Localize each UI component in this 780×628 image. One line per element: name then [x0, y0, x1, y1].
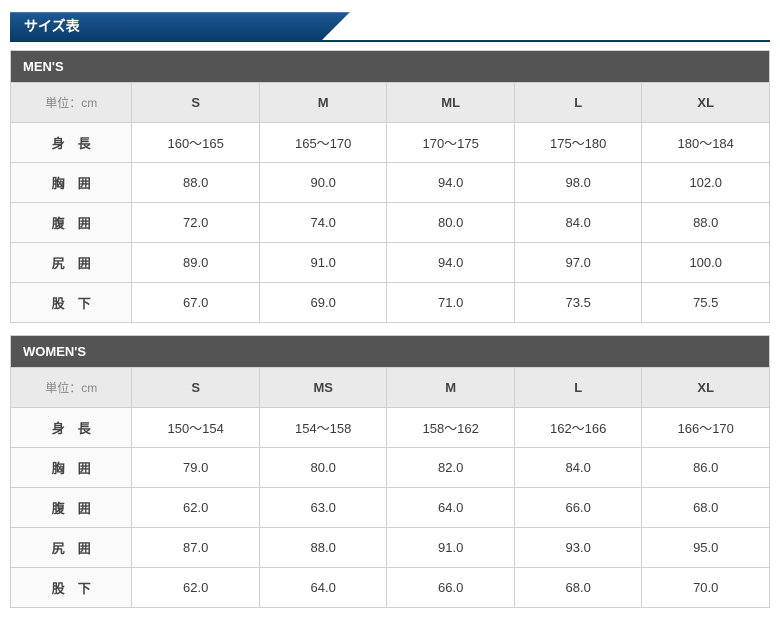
table-cell: 79.0 — [132, 448, 260, 488]
mens-section-title: MEN'S — [10, 50, 770, 82]
col-header: XL — [642, 83, 770, 123]
table-cell: 66.0 — [514, 488, 642, 528]
table-cell: 165～170 — [259, 123, 387, 163]
table-cell: 94.0 — [387, 243, 515, 283]
col-header: XL — [642, 368, 770, 408]
table-cell: 180～184 — [642, 123, 770, 163]
table-cell: 69.0 — [259, 283, 387, 323]
table-cell: 154～158 — [259, 408, 387, 448]
table-row: 胸囲79.080.082.084.086.0 — [11, 448, 770, 488]
table-cell: 82.0 — [387, 448, 515, 488]
womens-section-title: WOMEN'S — [10, 335, 770, 367]
mens-table-body: 身長160～165165～170170～175175～180180～184胸囲8… — [11, 123, 770, 323]
table-cell: 70.0 — [642, 568, 770, 608]
row-label: 身長 — [11, 408, 132, 448]
table-cell: 158～162 — [387, 408, 515, 448]
page-title: サイズ表 — [10, 12, 350, 40]
table-row: 股下62.064.066.068.070.0 — [11, 568, 770, 608]
table-cell: 80.0 — [387, 203, 515, 243]
mens-size-table: 単位：cm S M ML L XL 身長160～165165～170170～17… — [10, 82, 770, 323]
header-underline — [10, 40, 770, 42]
table-cell: 64.0 — [387, 488, 515, 528]
table-cell: 89.0 — [132, 243, 260, 283]
row-label: 尻囲 — [11, 528, 132, 568]
col-header: M — [387, 368, 515, 408]
table-header-row: 単位：cm S MS M L XL — [11, 368, 770, 408]
row-label: 腹囲 — [11, 203, 132, 243]
table-cell: 80.0 — [259, 448, 387, 488]
table-row: 身長150～154154～158158～162162～166166～170 — [11, 408, 770, 448]
col-header: L — [514, 368, 642, 408]
table-row: 身長160～165165～170170～175175～180180～184 — [11, 123, 770, 163]
table-cell: 162～166 — [514, 408, 642, 448]
table-cell: 97.0 — [514, 243, 642, 283]
table-cell: 170～175 — [387, 123, 515, 163]
col-header: MS — [259, 368, 387, 408]
table-cell: 91.0 — [387, 528, 515, 568]
table-cell: 88.0 — [642, 203, 770, 243]
table-cell: 150～154 — [132, 408, 260, 448]
table-cell: 88.0 — [259, 528, 387, 568]
table-row: 尻囲89.091.094.097.0100.0 — [11, 243, 770, 283]
table-cell: 166～170 — [642, 408, 770, 448]
page-header: サイズ表 — [10, 12, 770, 44]
table-row: 尻囲87.088.091.093.095.0 — [11, 528, 770, 568]
table-cell: 73.5 — [514, 283, 642, 323]
table-cell: 160～165 — [132, 123, 260, 163]
table-cell: 84.0 — [514, 448, 642, 488]
table-cell: 86.0 — [642, 448, 770, 488]
table-cell: 93.0 — [514, 528, 642, 568]
table-row: 股下67.069.071.073.575.5 — [11, 283, 770, 323]
table-cell: 90.0 — [259, 163, 387, 203]
col-header: S — [132, 83, 260, 123]
col-header: L — [514, 83, 642, 123]
unit-label: 単位：cm — [11, 368, 132, 408]
table-header-row: 単位：cm S M ML L XL — [11, 83, 770, 123]
table-cell: 75.5 — [642, 283, 770, 323]
table-cell: 91.0 — [259, 243, 387, 283]
table-cell: 95.0 — [642, 528, 770, 568]
col-header: M — [259, 83, 387, 123]
row-label: 身長 — [11, 123, 132, 163]
col-header: ML — [387, 83, 515, 123]
table-cell: 68.0 — [514, 568, 642, 608]
table-cell: 67.0 — [132, 283, 260, 323]
table-row: 腹囲72.074.080.084.088.0 — [11, 203, 770, 243]
table-cell: 102.0 — [642, 163, 770, 203]
table-cell: 66.0 — [387, 568, 515, 608]
row-label: 胸囲 — [11, 448, 132, 488]
unit-label: 単位：cm — [11, 83, 132, 123]
table-cell: 94.0 — [387, 163, 515, 203]
table-cell: 72.0 — [132, 203, 260, 243]
row-label: 尻囲 — [11, 243, 132, 283]
row-label: 胸囲 — [11, 163, 132, 203]
table-cell: 71.0 — [387, 283, 515, 323]
size-chart-container: サイズ表 MEN'S 単位：cm S M ML L XL 身長160～16516… — [0, 0, 780, 628]
table-cell: 87.0 — [132, 528, 260, 568]
row-label: 股下 — [11, 568, 132, 608]
womens-table-body: 身長150～154154～158158～162162～166166～170胸囲7… — [11, 408, 770, 608]
table-cell: 63.0 — [259, 488, 387, 528]
table-cell: 68.0 — [642, 488, 770, 528]
table-row: 胸囲88.090.094.098.0102.0 — [11, 163, 770, 203]
table-cell: 62.0 — [132, 488, 260, 528]
table-cell: 62.0 — [132, 568, 260, 608]
table-cell: 100.0 — [642, 243, 770, 283]
row-label: 股下 — [11, 283, 132, 323]
row-label: 腹囲 — [11, 488, 132, 528]
table-cell: 88.0 — [132, 163, 260, 203]
table-cell: 64.0 — [259, 568, 387, 608]
table-cell: 175～180 — [514, 123, 642, 163]
table-cell: 84.0 — [514, 203, 642, 243]
col-header: S — [132, 368, 260, 408]
table-row: 腹囲62.063.064.066.068.0 — [11, 488, 770, 528]
womens-size-table: 単位：cm S MS M L XL 身長150～154154～158158～16… — [10, 367, 770, 608]
table-cell: 74.0 — [259, 203, 387, 243]
table-cell: 98.0 — [514, 163, 642, 203]
